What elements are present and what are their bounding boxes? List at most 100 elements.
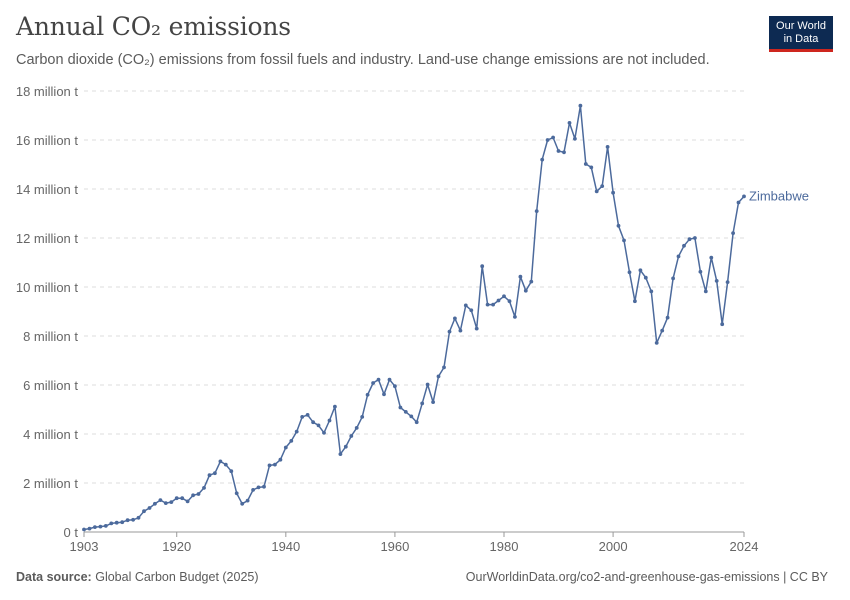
- data-point[interactable]: [93, 525, 97, 529]
- data-point[interactable]: [278, 457, 283, 462]
- data-point[interactable]: [545, 138, 550, 142]
- data-point[interactable]: [474, 326, 479, 331]
- data-point[interactable]: [703, 289, 708, 294]
- data-point[interactable]: [431, 400, 435, 404]
- data-point[interactable]: [202, 486, 206, 490]
- data-point[interactable]: [240, 501, 245, 506]
- data-point[interactable]: [714, 279, 719, 283]
- data-point[interactable]: [567, 121, 572, 125]
- data-point[interactable]: [245, 498, 250, 503]
- data-point[interactable]: [142, 509, 146, 514]
- data-point[interactable]: [185, 499, 190, 504]
- data-point[interactable]: [371, 381, 375, 385]
- data-point[interactable]: [594, 189, 599, 194]
- data-point[interactable]: [605, 145, 610, 149]
- data-point[interactable]: [234, 491, 239, 496]
- data-point[interactable]: [109, 521, 114, 526]
- data-point[interactable]: [578, 103, 583, 108]
- data-point[interactable]: [294, 429, 299, 434]
- data-point[interactable]: [496, 298, 501, 303]
- data-point[interactable]: [649, 289, 654, 294]
- data-point[interactable]: [676, 254, 681, 259]
- data-point[interactable]: [163, 501, 168, 505]
- data-point[interactable]: [671, 276, 675, 281]
- data-point[interactable]: [333, 404, 337, 409]
- data-point[interactable]: [529, 279, 534, 284]
- data-point[interactable]: [283, 445, 288, 450]
- data-point[interactable]: [447, 329, 452, 334]
- data-point[interactable]: [229, 469, 234, 474]
- series-label[interactable]: Zimbabwe: [749, 188, 809, 203]
- data-point[interactable]: [480, 264, 485, 269]
- data-point[interactable]: [654, 341, 659, 345]
- data-point[interactable]: [191, 493, 196, 498]
- data-point[interactable]: [736, 200, 741, 205]
- data-point[interactable]: [720, 322, 725, 327]
- data-point[interactable]: [382, 392, 386, 397]
- data-point[interactable]: [551, 135, 555, 140]
- data-point[interactable]: [491, 302, 495, 307]
- data-point[interactable]: [436, 374, 441, 379]
- data-point[interactable]: [709, 255, 714, 260]
- data-point[interactable]: [207, 473, 212, 478]
- data-point[interactable]: [638, 268, 643, 273]
- data-point[interactable]: [398, 405, 403, 410]
- data-point[interactable]: [534, 209, 539, 214]
- data-point[interactable]: [633, 299, 637, 304]
- data-point[interactable]: [223, 462, 228, 467]
- data-point[interactable]: [425, 382, 430, 387]
- data-point[interactable]: [305, 413, 310, 417]
- data-point[interactable]: [507, 299, 512, 304]
- data-point[interactable]: [463, 303, 468, 308]
- data-point[interactable]: [600, 184, 605, 189]
- data-point[interactable]: [316, 423, 321, 428]
- data-point[interactable]: [158, 498, 163, 502]
- data-point[interactable]: [338, 452, 343, 456]
- data-point[interactable]: [213, 471, 217, 476]
- data-point[interactable]: [174, 496, 179, 501]
- data-point[interactable]: [251, 488, 256, 492]
- data-point[interactable]: [273, 462, 277, 467]
- data-point[interactable]: [98, 524, 103, 529]
- source-url[interactable]: OurWorldinData.org/co2-and-greenhouse-ga…: [465, 570, 828, 584]
- data-point[interactable]: [660, 328, 665, 333]
- data-point[interactable]: [469, 308, 474, 313]
- data-point[interactable]: [387, 377, 392, 382]
- data-point[interactable]: [420, 401, 425, 406]
- data-point[interactable]: [589, 165, 594, 170]
- data-point[interactable]: [125, 518, 130, 523]
- data-point[interactable]: [120, 520, 125, 525]
- data-point[interactable]: [393, 384, 397, 389]
- data-point[interactable]: [262, 484, 266, 489]
- data-point[interactable]: [682, 243, 686, 248]
- data-point[interactable]: [311, 420, 315, 425]
- data-point[interactable]: [327, 418, 332, 423]
- data-point[interactable]: [114, 520, 119, 525]
- data-point[interactable]: [562, 150, 566, 155]
- data-point[interactable]: [103, 524, 108, 528]
- series-line-zimbabwe[interactable]: [83, 104, 745, 531]
- data-point[interactable]: [665, 315, 670, 320]
- data-point[interactable]: [153, 501, 157, 506]
- data-point[interactable]: [256, 485, 261, 490]
- data-point[interactable]: [267, 463, 272, 468]
- data-point[interactable]: [414, 420, 419, 425]
- data-point[interactable]: [403, 410, 408, 414]
- data-point[interactable]: [731, 231, 735, 236]
- data-point[interactable]: [540, 157, 545, 162]
- data-point[interactable]: [376, 377, 381, 382]
- data-point[interactable]: [442, 365, 446, 370]
- data-point[interactable]: [169, 500, 174, 504]
- data-point[interactable]: [485, 302, 490, 307]
- data-point[interactable]: [458, 328, 463, 333]
- data-point[interactable]: [180, 496, 185, 501]
- data-point[interactable]: [622, 238, 626, 243]
- data-point[interactable]: [573, 136, 577, 141]
- data-point[interactable]: [349, 434, 354, 438]
- data-point[interactable]: [289, 439, 294, 443]
- data-point[interactable]: [360, 415, 365, 419]
- data-point[interactable]: [627, 270, 632, 275]
- data-point[interactable]: [300, 415, 305, 419]
- data-point[interactable]: [518, 274, 523, 279]
- data-point[interactable]: [82, 527, 86, 532]
